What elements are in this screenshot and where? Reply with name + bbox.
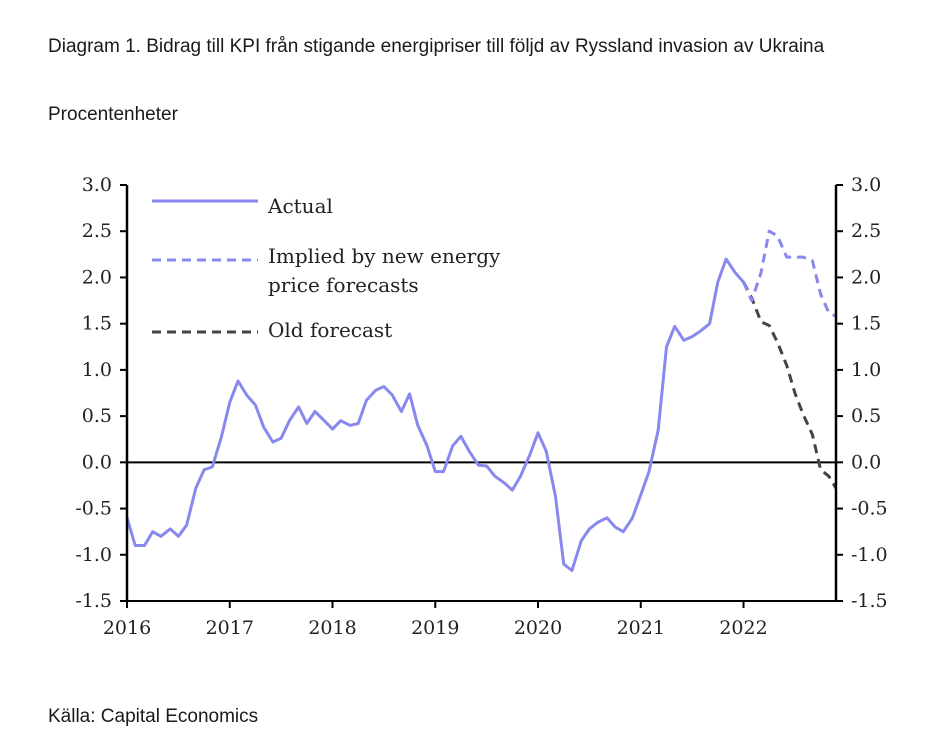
x-tick-label: 2016 bbox=[103, 617, 151, 639]
legend-label-old: Old forecast bbox=[268, 318, 392, 342]
y-tick-label-left: 2.5 bbox=[82, 220, 112, 242]
y-tick-label-right: 0.0 bbox=[851, 451, 881, 473]
x-tick-label: 2020 bbox=[514, 617, 562, 639]
x-tick-label: 2018 bbox=[308, 617, 356, 639]
y-tick-label-right: -1.0 bbox=[851, 544, 888, 566]
y-tick-label-right: 2.5 bbox=[851, 220, 881, 242]
y-tick-label-right: 0.5 bbox=[851, 405, 881, 427]
implied-forecast-line bbox=[742, 229, 837, 318]
unit-label: Procentenheter bbox=[48, 104, 178, 125]
y-tick-label-right: 1.5 bbox=[851, 313, 881, 335]
legend-label-implied-2: price forecasts bbox=[268, 273, 419, 297]
y-tick-label-left: -1.0 bbox=[75, 544, 112, 566]
legend-label-actual: Actual bbox=[267, 194, 333, 218]
x-tick-label: 2017 bbox=[206, 617, 254, 639]
y-tick-label-left: 0.5 bbox=[82, 405, 112, 427]
actual-line bbox=[125, 257, 745, 572]
y-tick-label-right: -0.5 bbox=[851, 498, 888, 520]
y-tick-label-right: 3.0 bbox=[851, 174, 881, 196]
x-tick-label: 2019 bbox=[411, 617, 459, 639]
y-tick-label-right: 2.0 bbox=[851, 266, 881, 288]
y-tick-label-left: 1.5 bbox=[82, 313, 112, 335]
y-tick-label-left: 3.0 bbox=[82, 174, 112, 196]
y-tick-label-right: -1.5 bbox=[851, 590, 888, 612]
y-tick-label-right: 1.0 bbox=[851, 359, 881, 381]
old-forecast-line bbox=[742, 281, 838, 489]
y-tick-label-left: 0.0 bbox=[82, 451, 112, 473]
y-tick-label-left: -0.5 bbox=[75, 498, 112, 520]
x-tick-label: 2021 bbox=[617, 617, 665, 639]
y-tick-label-left: 1.0 bbox=[82, 359, 112, 381]
legend-label-implied: Implied by new energy bbox=[268, 244, 501, 268]
y-tick-label-left: 2.0 bbox=[82, 266, 112, 288]
page-title: Diagram 1. Bidrag till KPI från stigande… bbox=[48, 36, 825, 57]
y-tick-label-left: -1.5 bbox=[75, 590, 112, 612]
source-note: Källa: Capital Economics bbox=[48, 706, 259, 727]
x-tick-label: 2022 bbox=[719, 617, 767, 639]
